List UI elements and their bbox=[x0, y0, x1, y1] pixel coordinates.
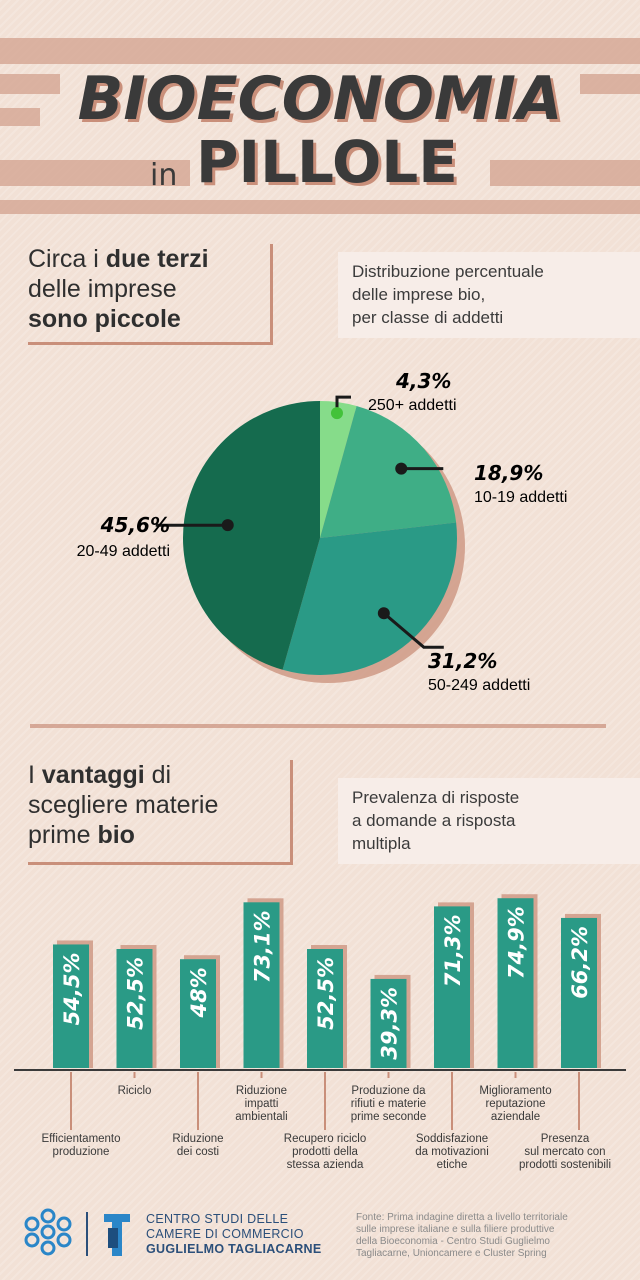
bar-value-label: 54,5% bbox=[60, 952, 84, 1025]
bar bbox=[243, 902, 280, 1068]
tagliacarne-logo-icon bbox=[104, 1214, 130, 1256]
bar bbox=[307, 949, 343, 1068]
pie-slice bbox=[182, 401, 320, 670]
title-stripe bbox=[490, 160, 640, 186]
footer-separator bbox=[86, 1212, 88, 1256]
bar-value-label: 52,5% bbox=[314, 957, 338, 1030]
pie-slice-label: 50-249 addetti bbox=[428, 677, 530, 694]
section1-heading: Circa i due terzi delle imprese sono pic… bbox=[28, 244, 273, 345]
pie-value-label: 45,6% bbox=[100, 513, 170, 537]
bar bbox=[434, 906, 470, 1068]
chamber-logo-icon bbox=[24, 1208, 72, 1256]
bar-value-label: 73,1% bbox=[251, 910, 275, 983]
pie-leader-dot bbox=[377, 607, 390, 620]
title-stripe bbox=[0, 200, 640, 214]
title-stripe bbox=[580, 74, 640, 94]
pie-slice-label: 250+ addetti bbox=[368, 397, 457, 414]
pie-value-label: 31,2% bbox=[428, 649, 497, 673]
title-stripe bbox=[0, 38, 640, 64]
bar bbox=[497, 898, 534, 1068]
pie-leader-dot bbox=[330, 407, 343, 420]
pie-slice-label: 10-19 addetti bbox=[474, 489, 567, 506]
bar-chart: 54,5% 52,5% 48% 73,1% 52,5% 39,3% 71,3% 74,9% 66… bbox=[14, 894, 626, 1130]
pie-leader-dot bbox=[395, 462, 408, 475]
bar-value-label: 52,5% bbox=[124, 957, 148, 1030]
bar-value-label: 74,9% bbox=[505, 906, 529, 979]
page-subtitle: PILLOLE bbox=[196, 128, 458, 196]
section2-heading: I vantaggi di scegliere materie prime bi… bbox=[28, 760, 293, 865]
footer-organization: CENTRO STUDI DELLE CAMERE DI COMMERCIO G… bbox=[146, 1212, 322, 1256]
section-divider bbox=[30, 724, 606, 728]
bar bbox=[180, 959, 216, 1068]
bar-value-label: 66,2% bbox=[568, 926, 592, 999]
bar bbox=[370, 978, 407, 1068]
bar-value-label: 71,3% bbox=[441, 914, 465, 987]
section1-description: Distribuzione percentuale delle imprese … bbox=[338, 252, 640, 338]
pie-slice bbox=[320, 405, 457, 538]
title-stripe bbox=[0, 74, 60, 94]
pie-value-label: 4,3% bbox=[395, 369, 451, 393]
bar-value-label: 48% bbox=[187, 967, 211, 1018]
pie-chart: 4,3% 250+ addetti 18,9% 10-19 addetti 31,2% 5… bbox=[77, 369, 568, 694]
bar-value-label: 39,3% bbox=[378, 987, 402, 1060]
title-stripe bbox=[0, 160, 190, 186]
page-title: BIOECONOMIA bbox=[77, 64, 563, 134]
pie-leader-line bbox=[382, 612, 444, 649]
pie-slice-label: 20-49 addetti bbox=[77, 543, 170, 560]
bar bbox=[53, 944, 89, 1068]
footer-source: Fonte: Prima indagine diretta a livello … bbox=[356, 1212, 568, 1259]
pie-slice bbox=[320, 401, 357, 538]
pie-value-label: 18,9% bbox=[474, 461, 543, 485]
pie-leader-dot bbox=[221, 519, 234, 532]
page-title-in: in bbox=[150, 158, 178, 193]
title-stripe bbox=[0, 108, 40, 126]
bar bbox=[116, 949, 153, 1068]
bar bbox=[561, 917, 597, 1068]
section2-description: Prevalenza di risposte a domande a rispo… bbox=[338, 778, 640, 864]
